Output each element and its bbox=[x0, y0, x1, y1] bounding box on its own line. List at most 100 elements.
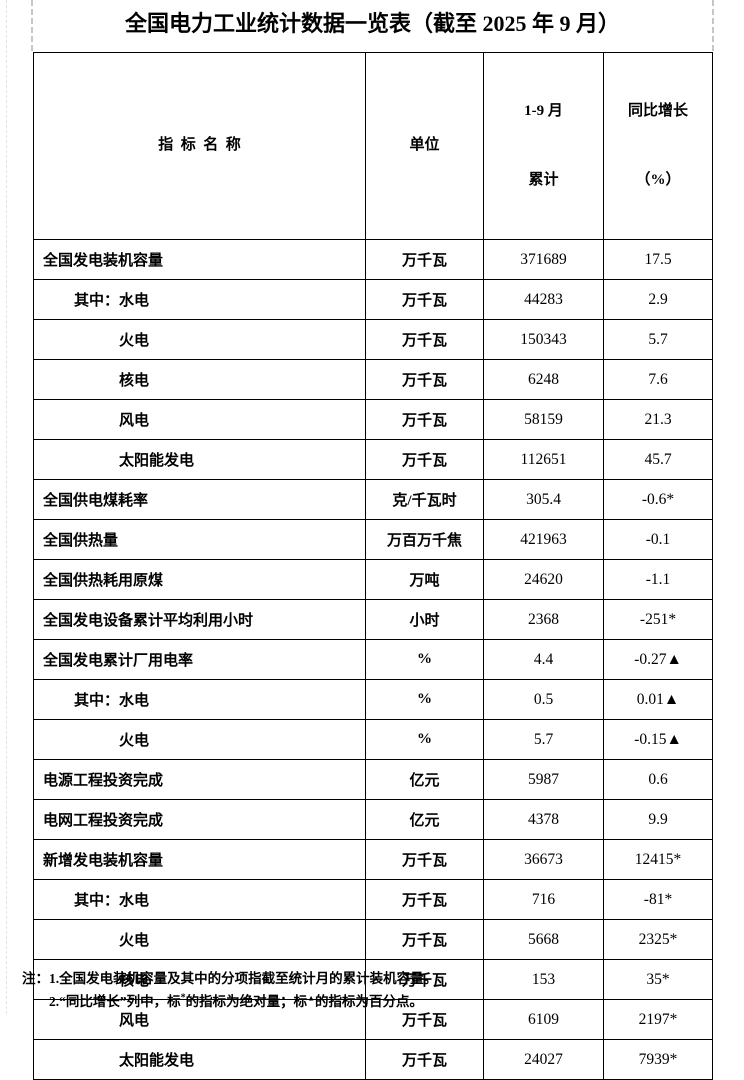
value-cell: 421963 bbox=[483, 519, 604, 560]
page-title: 全国电力工业统计数据一览表（截至 2025 年 9 月） bbox=[124, 11, 620, 36]
indicator-cell: 电源工程投资完成 bbox=[33, 759, 366, 800]
unit-cell: 万百万千焦 bbox=[365, 519, 484, 560]
yoy-cell: 21.3 bbox=[603, 399, 713, 440]
page-edge-line bbox=[6, 0, 7, 1014]
footnote-2: 2.“同比增长”列中，标*的指标为绝对量；标▲的指标为百分点。 bbox=[49, 990, 722, 1013]
unit-cell: % bbox=[365, 679, 484, 720]
unit-cell: 万吨 bbox=[365, 559, 484, 600]
header-row: 指 标 名 称 单位 1-9 月 累计 同比增长 （%） bbox=[33, 52, 713, 240]
table-row: 火电 万千瓦 5668 2325* bbox=[33, 919, 713, 960]
indicator-cell: 风电 bbox=[33, 399, 366, 440]
value-cell: 36673 bbox=[483, 839, 604, 880]
indicator-cell: 其中：水电 bbox=[33, 679, 366, 720]
indicator-cell: 全国供热耗用原煤 bbox=[33, 559, 366, 600]
table-row: 火电 % 5.7 -0.15▲ bbox=[33, 719, 713, 760]
indicator-cell: 全国发电累计厂用电率 bbox=[33, 639, 366, 680]
text-boundary-guide-left bbox=[31, 0, 33, 51]
value-cell: 24027 bbox=[483, 1039, 604, 1080]
table-row: 全国发电累计厂用电率 % 4.4 -0.27▲ bbox=[33, 639, 713, 680]
unit-cell: 万千瓦 bbox=[365, 239, 484, 280]
yoy-cell: 0.6 bbox=[603, 759, 713, 800]
unit-cell: 万千瓦 bbox=[365, 279, 484, 320]
column-header-period-line2: 累计 bbox=[528, 172, 559, 189]
triangle-mark: ▲ bbox=[307, 993, 316, 1003]
indicator-cell: 全国供电煤耗率 bbox=[33, 479, 366, 520]
indicator-cell: 核电 bbox=[33, 359, 366, 400]
indicator-cell: 火电 bbox=[33, 919, 366, 960]
value-cell: 305.4 bbox=[483, 479, 604, 520]
unit-cell: 万千瓦 bbox=[365, 1039, 484, 1080]
column-header-yoy-line1: 同比增长 bbox=[627, 102, 688, 119]
text-boundary-guide-right bbox=[712, 0, 714, 51]
indicator-cell: 全国发电设备累计平均利用小时 bbox=[33, 599, 366, 640]
table-row: 电源工程投资完成 亿元 5987 0.6 bbox=[33, 759, 713, 800]
table-row: 全国供热量 万百万千焦 421963 -0.1 bbox=[33, 519, 713, 560]
table-row: 太阳能发电 万千瓦 112651 45.7 bbox=[33, 439, 713, 480]
unit-cell: 亿元 bbox=[365, 759, 484, 800]
value-cell: 2368 bbox=[483, 599, 604, 640]
unit-cell: 万千瓦 bbox=[365, 319, 484, 360]
yoy-cell: 35* bbox=[603, 959, 713, 1000]
value-cell: 4378 bbox=[483, 799, 604, 840]
yoy-cell: -0.27▲ bbox=[603, 639, 713, 680]
indicator-cell: 核电 bbox=[33, 959, 366, 1000]
indicator-cell: 全国供热量 bbox=[33, 519, 366, 560]
table-row: 核电 万千瓦 6248 7.6 bbox=[33, 359, 713, 400]
value-cell: 24620 bbox=[483, 559, 604, 600]
value-cell: 5.7 bbox=[483, 719, 604, 760]
value-cell: 5668 bbox=[483, 919, 604, 960]
table-row: 全国供电煤耗率 克/千瓦时 305.4 -0.6* bbox=[33, 479, 713, 520]
yoy-cell: 5.7 bbox=[603, 319, 713, 360]
unit-cell: % bbox=[365, 719, 484, 760]
value-cell: 150343 bbox=[483, 319, 604, 360]
yoy-cell: -81* bbox=[603, 879, 713, 920]
value-cell: 112651 bbox=[483, 439, 604, 480]
value-cell: 716 bbox=[483, 879, 604, 920]
unit-cell: 万千瓦 bbox=[365, 359, 484, 400]
table-row: 电网工程投资完成 亿元 4378 9.9 bbox=[33, 799, 713, 840]
yoy-cell: 7.6 bbox=[603, 359, 713, 400]
value-cell: 44283 bbox=[483, 279, 604, 320]
yoy-cell: 7939* bbox=[603, 1039, 713, 1080]
unit-cell: 万千瓦 bbox=[365, 399, 484, 440]
footnotes: 注：1.全国发电装机容量及其中的分项指截至统计月的累计装机容量。 2.“同比增长… bbox=[22, 967, 722, 1013]
indicator-cell: 太阳能发电 bbox=[33, 1039, 366, 1080]
yoy-cell: 0.01▲ bbox=[603, 679, 713, 720]
unit-cell: % bbox=[365, 639, 484, 680]
yoy-cell: -0.15▲ bbox=[603, 719, 713, 760]
column-header-unit: 单位 bbox=[365, 52, 484, 240]
footnote-1: 注：1.全国发电装机容量及其中的分项指截至统计月的累计装机容量。 bbox=[22, 971, 438, 986]
yoy-cell: -1.1 bbox=[603, 559, 713, 600]
table-row: 全国发电装机容量 万千瓦 371689 17.5 bbox=[33, 239, 713, 280]
unit-cell: 万千瓦 bbox=[365, 439, 484, 480]
value-cell: 4.4 bbox=[483, 639, 604, 680]
column-header-period-line1: 1-9 月 bbox=[524, 102, 563, 119]
table-row: 新增发电装机容量 万千瓦 36673 12415* bbox=[33, 839, 713, 880]
unit-cell: 克/千瓦时 bbox=[365, 479, 484, 520]
footnote-2-text: 的指标为绝对量；标 bbox=[185, 994, 308, 1009]
table-row: 核电 万千瓦 153 35* bbox=[33, 959, 713, 1000]
indicator-cell: 火电 bbox=[33, 719, 366, 760]
yoy-cell: -0.1 bbox=[603, 519, 713, 560]
unit-cell: 万千瓦 bbox=[365, 879, 484, 920]
column-header-yoy-line2: （%） bbox=[635, 172, 681, 189]
table-row: 太阳能发电 万千瓦 24027 7939* bbox=[33, 1039, 713, 1080]
value-cell: 371689 bbox=[483, 239, 604, 280]
value-cell: 5987 bbox=[483, 759, 604, 800]
table-row: 其中：水电 万千瓦 716 -81* bbox=[33, 879, 713, 920]
value-cell: 6248 bbox=[483, 359, 604, 400]
footnote-2-text: 的指标为百分点。 bbox=[315, 994, 424, 1009]
yoy-cell: 12415* bbox=[603, 839, 713, 880]
indicator-cell: 其中：水电 bbox=[33, 279, 366, 320]
footnote-2-text: 2.“同比增长”列中，标 bbox=[49, 994, 181, 1009]
indicator-cell: 电网工程投资完成 bbox=[33, 799, 366, 840]
indicator-cell: 全国发电装机容量 bbox=[33, 239, 366, 280]
yoy-cell: 17.5 bbox=[603, 239, 713, 280]
unit-cell: 亿元 bbox=[365, 799, 484, 840]
table-row: 风电 万千瓦 58159 21.3 bbox=[33, 399, 713, 440]
table-row: 火电 万千瓦 150343 5.7 bbox=[33, 319, 713, 360]
table-row: 全国发电设备累计平均利用小时 小时 2368 -251* bbox=[33, 599, 713, 640]
yoy-cell: 2.9 bbox=[603, 279, 713, 320]
yoy-cell: 45.7 bbox=[603, 439, 713, 480]
unit-cell: 小时 bbox=[365, 599, 484, 640]
